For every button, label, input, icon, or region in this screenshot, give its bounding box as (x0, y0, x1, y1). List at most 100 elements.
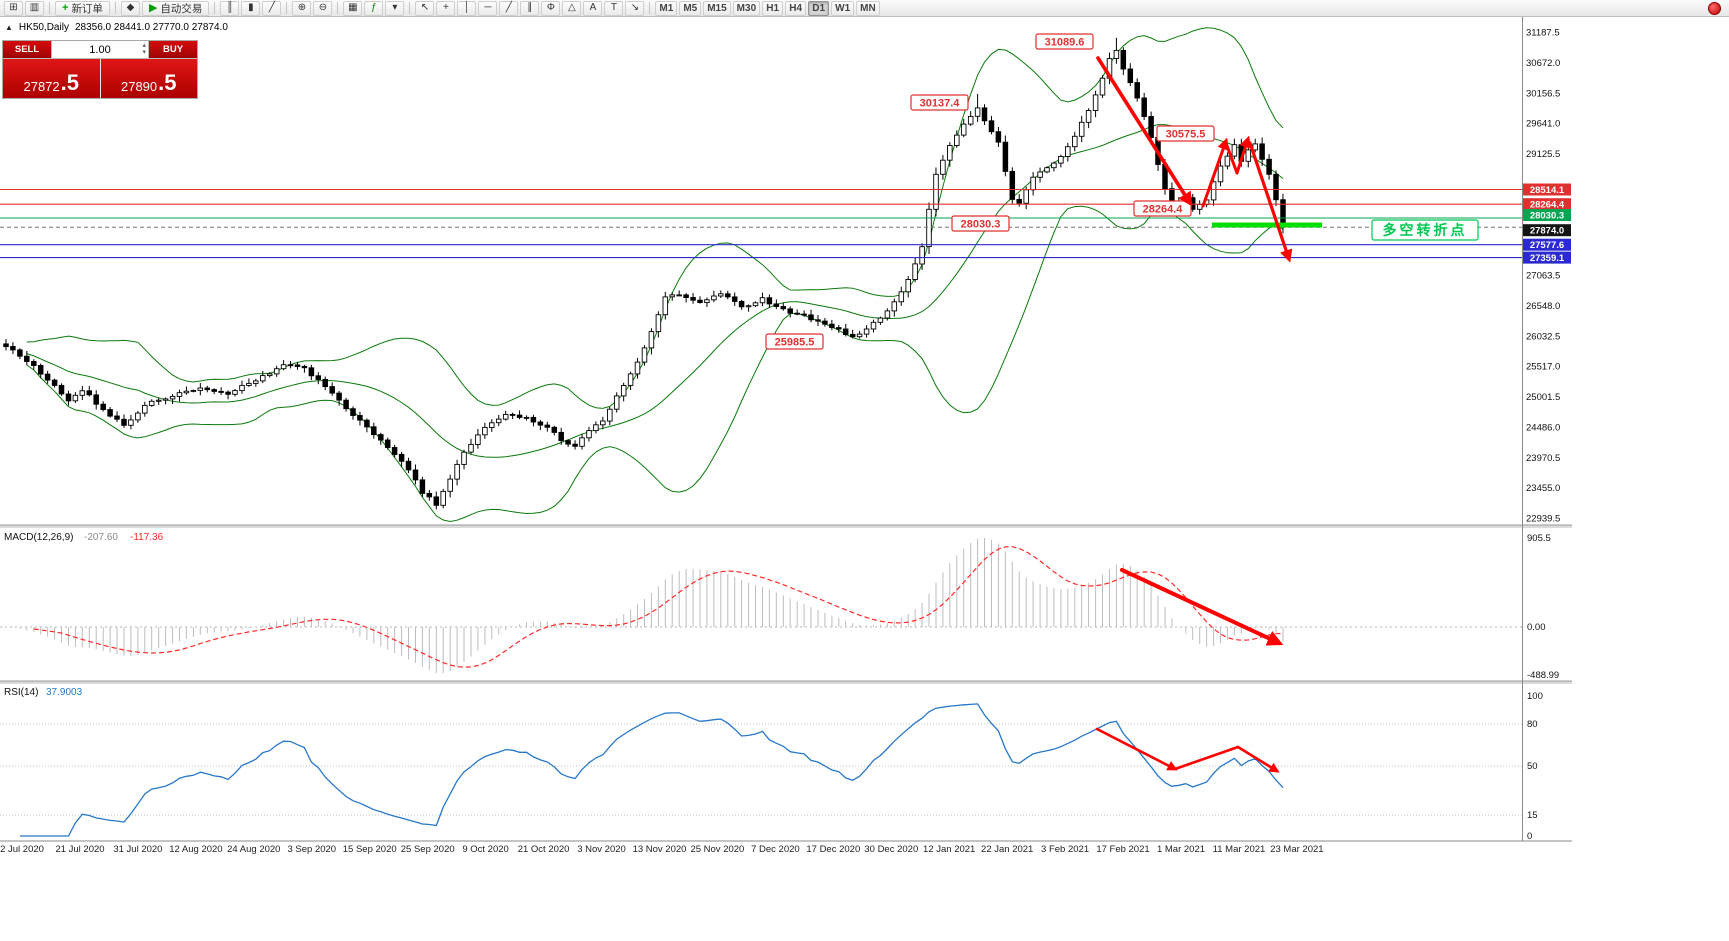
sell-price-panel[interactable]: 27872 .5 (3, 59, 100, 98)
svg-text:22939.5: 22939.5 (1526, 514, 1560, 525)
crosshair-icon[interactable]: + (436, 0, 456, 16)
rsi-label: RSI(14) (4, 687, 38, 698)
bollinger-middle (26, 124, 1284, 458)
price-callouts[interactable]: 31089.6 30137.4 30575.5 28264.4 28030.3 25985… (765, 33, 1215, 350)
volume-value: 1.00 (89, 43, 111, 56)
auto-trading-icon: ▶ (148, 1, 158, 14)
timeframe-m5[interactable]: M5 (679, 0, 702, 16)
macd-label: MACD(12,26,9) (4, 532, 73, 543)
svg-text:23970.5: 23970.5 (1526, 453, 1560, 464)
candlestick-chart-icon[interactable]: ▮ (241, 0, 261, 16)
candles (3, 37, 1286, 510)
objects-dropdown-icon[interactable]: ▾ (385, 0, 405, 16)
new-order-button[interactable]: + 新订单 (55, 0, 110, 16)
timeframe-m30[interactable]: M30 (732, 0, 761, 16)
panel-separator[interactable] (0, 525, 1572, 528)
zoom-out-icon[interactable]: ⊖ (313, 0, 333, 16)
date-label: 12 Jan 2021 (923, 844, 975, 855)
toolbar-separator (286, 2, 288, 14)
svg-text:0.00: 0.00 (1527, 622, 1546, 633)
new-order-icon: + (62, 1, 69, 14)
date-label: 3 Nov 2020 (577, 844, 626, 855)
timeframe-mn[interactable]: MN (856, 0, 880, 16)
svg-text:25985.5: 25985.5 (775, 337, 815, 349)
volume-up-icon[interactable]: ▴ (142, 42, 146, 49)
callout-box (765, 333, 824, 350)
svg-text:80: 80 (1527, 719, 1538, 730)
timeframe-m1[interactable]: M1 (655, 0, 678, 16)
timeframe-d1[interactable]: D1 (808, 0, 830, 16)
price-line-badge (1523, 183, 1571, 196)
callout-box (910, 94, 969, 111)
callout-box (1156, 125, 1215, 142)
svg-text:100: 100 (1527, 691, 1543, 702)
svg-text:27063.5: 27063.5 (1526, 271, 1560, 282)
svg-text:27577.6: 27577.6 (1530, 240, 1564, 251)
svg-text:29641.0: 29641.0 (1526, 119, 1560, 130)
svg-text:31089.6: 31089.6 (1045, 37, 1085, 49)
timeframe-w1[interactable]: W1 (831, 0, 855, 16)
rsi-value: 37.9003 (46, 687, 83, 698)
date-label: 2 Jul 2020 (0, 844, 44, 855)
text-icon[interactable]: A (583, 0, 603, 16)
svg-text:905.5: 905.5 (1527, 533, 1551, 544)
trend-arrows[interactable] (1095, 56, 1293, 773)
trend-arrow (1224, 141, 1239, 175)
price-scale[interactable]: 31187.5 30672.0 30156.5 29641.0 29125.5 27063… (1522, 17, 1572, 841)
rsi-panel: RSI(14) 37.9003 100 80 50 15 0 (0, 687, 1543, 842)
timeframe-h4[interactable]: H4 (785, 0, 807, 16)
cursor-icon[interactable]: ↖ (415, 0, 435, 16)
current-price-badge (1523, 224, 1571, 237)
rsi-line (19, 703, 1284, 837)
buy-price-panel[interactable]: 27890 .5 (100, 59, 197, 98)
horizontal-line-icon[interactable]: ─ (478, 0, 498, 16)
new-chart-icon[interactable]: ⊞ (4, 0, 23, 16)
chart-ohlc-values: 28356.0 28441.0 27770.0 27874.0 (74, 22, 228, 33)
arrows-icon[interactable]: ↘ (625, 0, 645, 16)
date-label: 15 Sep 2020 (343, 844, 397, 855)
macd-panel: MACD(12,26,9) -207.60 -117.36 905.5 0.00 -488… (0, 532, 1559, 681)
timeframe-m15[interactable]: M15 (703, 0, 731, 16)
trendline-icon[interactable]: ╱ (499, 0, 519, 16)
zoom-in-icon[interactable]: ⊕ (292, 0, 312, 16)
svg-text:23455.0: 23455.0 (1526, 483, 1560, 494)
equidistant-channel-icon[interactable]: ∥ (520, 0, 540, 16)
indicators-icon[interactable]: ƒ (364, 0, 384, 16)
tile-windows-icon[interactable]: ▦ (343, 0, 363, 16)
date-label: 24 Aug 2020 (227, 844, 280, 855)
buy-button[interactable]: BUY (149, 41, 197, 58)
symbol-marker-icon: ▲ (5, 23, 13, 32)
date-axis[interactable]: 2 Jul 2020 21 Jul 2020 31 Jul 2020 12 Aug 2… (0, 844, 1323, 855)
panel-separator[interactable] (0, 681, 1572, 684)
trend-arrow (1096, 56, 1193, 207)
svg-text:31187.5: 31187.5 (1526, 28, 1560, 39)
auto-trading-button[interactable]: ▶ 自动交易 (141, 0, 210, 16)
volume-down-icon[interactable]: ▾ (142, 49, 146, 56)
date-label: 11 Mar 2021 (1213, 844, 1266, 855)
fibonacci-icon[interactable]: Φ (541, 0, 561, 16)
trend-arrow (1095, 727, 1178, 771)
toolbar-separator (409, 2, 411, 14)
line-chart-icon[interactable]: ╱ (262, 0, 282, 16)
price-line-badge (1523, 198, 1571, 211)
svg-text:30156.5: 30156.5 (1526, 88, 1560, 99)
vertical-line-icon[interactable]: │ (457, 0, 477, 16)
shapes-icon[interactable]: △ (562, 0, 582, 16)
expert-advisors-icon[interactable]: ◆ (120, 0, 140, 16)
volume-input[interactable]: 1.00 ▴ ▾ (51, 41, 149, 58)
svg-text:28030.3: 28030.3 (961, 219, 1001, 231)
text-label-icon[interactable]: T (604, 0, 624, 16)
volume-spinner[interactable]: ▴ ▾ (142, 42, 146, 56)
svg-text:30137.4: 30137.4 (920, 98, 961, 110)
chart-profiles-icon[interactable]: ▥ (25, 0, 44, 16)
bar-chart-icon[interactable]: ║ (220, 0, 240, 16)
price-line-badge (1523, 251, 1571, 264)
sell-button[interactable]: SELL (3, 41, 51, 58)
timeframe-h1[interactable]: H1 (762, 0, 784, 16)
svg-text:28030.3: 28030.3 (1530, 211, 1564, 222)
note-box[interactable] (1371, 219, 1479, 241)
notification-icon[interactable] (1708, 1, 1721, 15)
svg-text:25517.0: 25517.0 (1526, 362, 1560, 373)
